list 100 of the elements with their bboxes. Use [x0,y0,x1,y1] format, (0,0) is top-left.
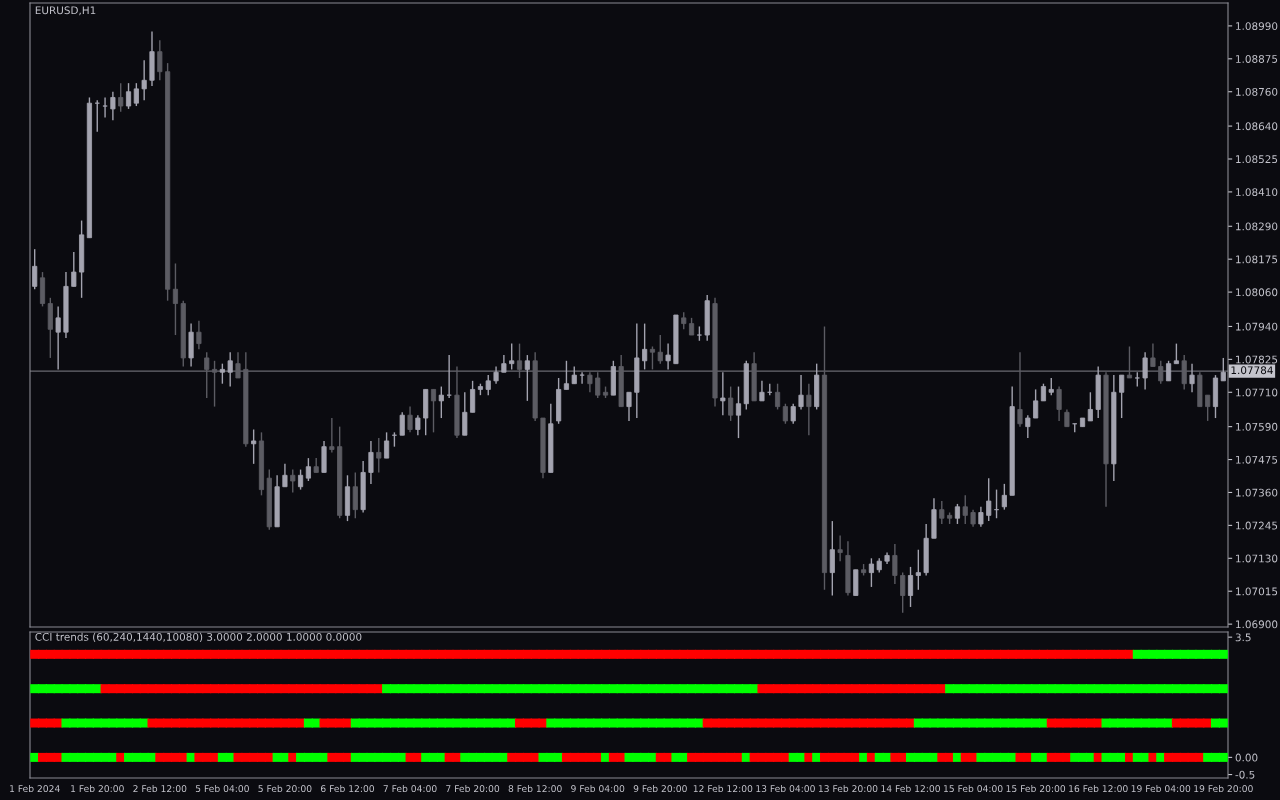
x-tick-label: 5 Feb 04:00 [195,784,249,793]
candlestick [415,414,421,436]
candlestick [485,374,491,396]
candlestick [102,96,108,119]
candlestick [110,91,116,122]
candlestick [1189,362,1195,393]
x-tick-label: 7 Feb 20:00 [446,784,500,793]
x-tick-label: 19 Feb 04:00 [1131,784,1191,793]
candlestick [211,360,218,408]
candlestick [649,345,656,371]
candlestick [665,342,671,371]
candlestick [125,82,132,110]
candlestick [720,371,726,416]
y-tick-label: 1.08525 [1236,155,1278,164]
candlestick [1158,360,1164,385]
y-tick-label: 1.08640 [1236,122,1278,131]
candlestick [978,506,984,528]
candlestick [524,354,530,402]
y-tick-label: -0.5 [1235,770,1255,779]
candlestick [462,391,468,436]
candlestick [759,380,765,402]
candlestick [430,388,437,434]
candlestick [626,391,632,422]
candlestick [1001,483,1007,511]
candlestick [1181,354,1187,391]
candlestick [305,457,311,482]
y-tick-label: 1.07475 [1236,455,1278,464]
candlestick [587,371,593,393]
y-tick-label: 1.07360 [1236,488,1278,497]
candlestick [954,503,960,525]
candlestick [204,351,210,399]
y-tick-label: 1.08410 [1236,188,1278,197]
x-tick-label: 8 Feb 12:00 [508,784,562,793]
candlestick [806,383,812,436]
y-tick-label: 1.08175 [1236,255,1278,264]
y-tick-label: 1.07130 [1236,554,1278,563]
x-tick-label: 1 Feb 2024 [10,784,60,793]
candlestick [1119,374,1125,419]
candlestick [1056,385,1062,422]
x-tick-label: 6 Feb 12:00 [320,784,375,793]
candlestick [1025,414,1031,439]
candlestick [438,385,444,419]
candlestick [735,385,742,439]
candlestick [157,39,163,81]
candlestick [235,351,241,379]
x-tick-label: 13 Feb 04:00 [756,784,815,793]
candlestick [251,428,257,465]
candlestick [986,477,992,522]
x-tick-label: 2 Feb 12:00 [133,784,187,793]
candlestick [563,360,570,391]
y-tick-label: 1.07940 [1236,322,1278,331]
x-tick-label: 16 Feb 12:00 [1069,784,1128,793]
candlestick [775,383,781,411]
y-tick-label: 1.07825 [1236,355,1278,364]
x-tick-label: 15 Feb 20:00 [1006,784,1066,793]
chart-title: CCI trends (60,240,1440,10080) 3.0000 2.0000 1.0000 0.0000 [35,632,362,643]
candlestick [71,251,77,288]
candlestick [1150,342,1156,368]
candlestick [516,342,523,379]
x-tick-label: 9 Feb 20:00 [633,784,687,793]
x-tick-label: 12 Feb 12:00 [693,784,753,793]
candlestick [829,520,835,597]
candlestick [352,471,358,519]
y-tick-label: 3.5 [1235,633,1251,642]
candlestick [407,405,413,434]
candlestick [642,322,648,371]
y-tick-label: 1.07245 [1236,521,1278,530]
candlestick [1220,357,1226,382]
candlestick [290,468,296,494]
y-tick-label: 1.07710 [1236,388,1278,397]
chart-title: EURUSD,H1 [35,6,96,16]
candlestick [939,500,945,525]
candlestick [118,82,124,113]
x-tick-label: 5 Feb 20:00 [258,784,312,793]
y-tick-label: 1.08875 [1236,55,1278,63]
candlestick [470,380,476,414]
candlestick [837,534,843,562]
candlestick [172,262,179,336]
candlestick [868,557,874,588]
candlestick [32,248,38,290]
y-tick-label: 1.08060 [1236,288,1278,297]
candlestick [892,543,898,585]
x-tick-label: 13 Feb 20:00 [818,784,878,793]
candlestick [1126,345,1133,379]
candlestick [368,440,374,485]
candlestick [1033,388,1039,419]
x-tick-label: 19 Feb 20:00 [1194,784,1253,793]
candlestick [384,431,390,459]
x-tick-label: 7 Feb 04:00 [383,784,437,793]
candlestick [798,374,804,411]
candlestick [1205,394,1211,422]
candlestick [509,342,515,371]
candlestick [782,403,788,425]
candlestick [219,362,225,385]
ref-line-label: 1.07784 [1231,366,1273,375]
candlestick [298,468,304,491]
candlestick [282,463,288,488]
x-tick-label: 1 Feb 20:00 [71,784,124,793]
candlestick [141,59,147,102]
candlestick [446,354,452,399]
